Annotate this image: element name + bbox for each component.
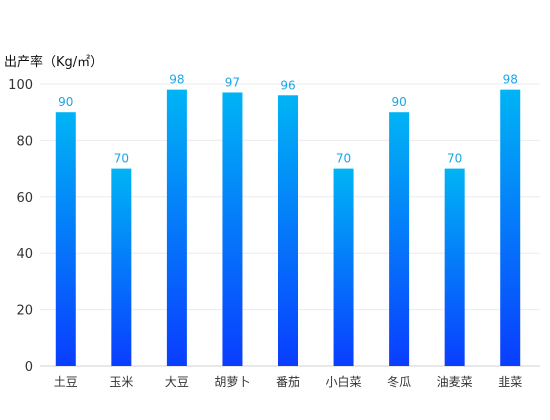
bar-value-label: 98	[169, 73, 184, 87]
bar-value-label: 70	[114, 152, 129, 166]
bar[interactable]	[444, 168, 465, 366]
bar-value-label: 98	[503, 73, 518, 87]
bar-value-label: 96	[280, 78, 295, 92]
bar[interactable]	[500, 89, 521, 366]
bar[interactable]	[111, 168, 132, 366]
x-tick-label: 玉米	[109, 375, 133, 389]
x-axis-ticks: 土豆 玉米 大豆 胡萝卜 番茄 小白菜 冬瓜 油麦菜 韭菜	[54, 374, 522, 389]
bar[interactable]	[389, 112, 410, 366]
y-tick-label: 0	[25, 360, 33, 375]
y-axis-ticks: 0 20 40 60 80 100	[8, 78, 33, 375]
bar[interactable]	[55, 112, 76, 366]
bar[interactable]	[333, 168, 354, 366]
bar[interactable]	[166, 89, 187, 366]
y-tick-label: 80	[16, 134, 33, 149]
x-tick-label: 小白菜	[326, 374, 362, 389]
x-tick-label: 土豆	[54, 375, 78, 389]
bar[interactable]	[222, 92, 243, 367]
x-tick-label: 冬瓜	[387, 374, 411, 389]
y-tick-label: 100	[8, 78, 33, 93]
x-tick-label: 胡萝卜	[214, 375, 250, 389]
y-tick-label: 60	[16, 191, 33, 206]
x-tick-label: 油麦菜	[437, 375, 473, 389]
bar-value-label: 97	[225, 75, 240, 89]
bar-value-label: 70	[447, 152, 462, 166]
x-tick-label: 大豆	[165, 375, 189, 389]
x-tick-label: 番茄	[276, 375, 300, 389]
bar-value-label: 90	[58, 95, 73, 109]
bar-value-label: 70	[336, 152, 351, 166]
x-tick-label: 韭菜	[498, 375, 522, 389]
data-labels: 90 70 98 97 96 70 90 70 98	[58, 73, 518, 166]
y-tick-label: 40	[16, 247, 33, 262]
bar[interactable]	[278, 95, 298, 366]
bar-value-label: 90	[391, 95, 406, 109]
bars	[55, 89, 521, 367]
y-axis-unit-label: 出产率（Kg/㎡）	[4, 54, 103, 70]
y-tick-label: 20	[16, 304, 33, 319]
